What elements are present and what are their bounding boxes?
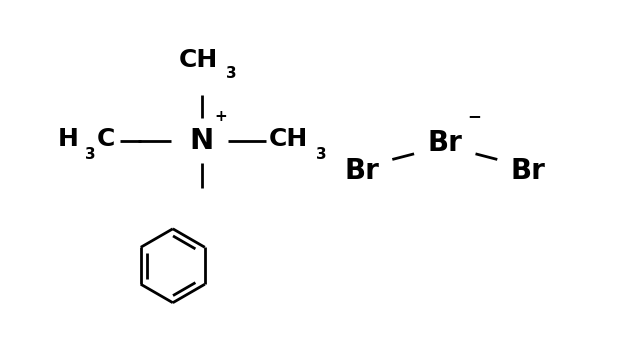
Text: Br: Br xyxy=(511,157,545,185)
Text: C: C xyxy=(97,127,115,151)
Text: 3: 3 xyxy=(85,147,95,162)
Text: −: − xyxy=(467,107,481,125)
Text: +: + xyxy=(214,109,227,124)
Text: Br: Br xyxy=(428,128,462,157)
Text: 3: 3 xyxy=(316,147,326,162)
Text: N: N xyxy=(189,127,214,155)
Text: CH: CH xyxy=(268,127,308,151)
Text: H: H xyxy=(58,127,79,151)
Text: 3: 3 xyxy=(227,67,237,81)
Text: CH: CH xyxy=(179,48,218,72)
Text: Br: Br xyxy=(344,157,379,185)
